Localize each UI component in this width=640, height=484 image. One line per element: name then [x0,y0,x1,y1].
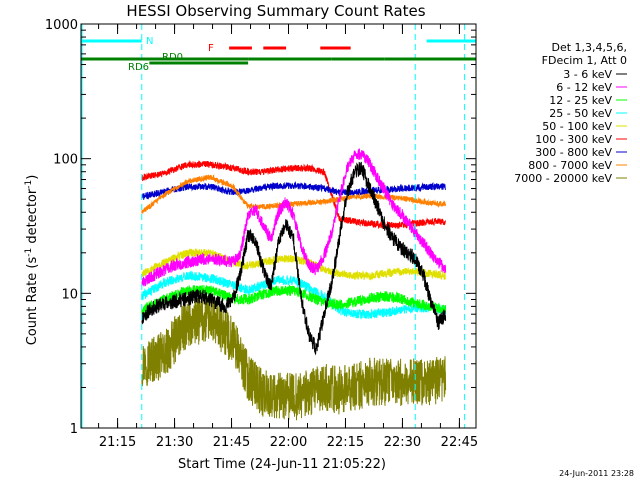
svg-text:Count Rate (s-1 detector-1): Count Rate (s-1 detector-1) [24,175,40,346]
night-label: N [146,36,153,47]
x-tick-label: 21:45 [213,435,250,450]
legend-label-0: 3 - 6 keV [563,68,612,81]
indicator-layer: N F RD0 RD6 [81,24,476,428]
y-tick-label: 1 [70,422,78,437]
legend-label-6: 300 - 800 keV [535,146,612,159]
legend-label-3: 25 - 50 keV [549,107,612,120]
ylabel-end: ) [25,175,40,180]
x-tick-label: 21:15 [99,435,136,450]
series-line-6 [141,181,447,200]
x-tick-label: 22:45 [441,435,478,450]
legend-label-7: 800 - 7000 keV [528,159,612,172]
ylabel-sup1: -1 [24,248,34,257]
x-axis-label: Start Time (24-Jun-11 21:05:22) [178,457,386,472]
legend-header-2: FDecim 1, Att 0 [542,54,627,67]
legend-label-2: 12 - 25 keV [549,94,612,107]
series-layer [141,148,447,421]
timestamp: 24-Jun-2011 23:28 [559,469,634,478]
legend-label-1: 6 - 12 keV [556,81,612,94]
y-tick-label: 100 [53,153,78,168]
series-line-7 [141,174,447,214]
y-tick-label: 1000 [45,18,78,33]
legend-label-8: 7000 - 20000 keV [514,172,612,185]
ylabel-mid: detector [25,188,40,248]
legend: Det 1,3,4,5,6, FDecim 1, Att 0 3 - 6 keV… [514,41,627,185]
x-tick-label: 22:15 [327,435,364,450]
axes-layer: 1 10 100 1000 21:15 21:30 21:45 22:00 22:15 22:30… [45,18,478,450]
series-line-0 [141,161,447,356]
x-tick-label: 21:30 [156,435,193,450]
ylabel-main: Count Rate (s [25,257,40,346]
x-tick-label: 22:00 [270,435,307,450]
series-line-4 [141,247,447,281]
flare-label: F [208,43,214,54]
series-line-5 [141,159,447,230]
legend-label-5: 100 - 300 keV [535,133,612,146]
rd0-label: RD0 [162,52,183,63]
ylabel-sup2: -1 [24,180,34,189]
y-tick-label: 10 [61,287,78,302]
x-tick-label: 22:30 [384,435,421,450]
legend-label-4: 50 - 100 keV [542,120,612,133]
series-line-1 [141,148,447,287]
series-line-3 [141,270,447,321]
y-axis-label: Count Rate (s-1 detector-1) [24,175,40,346]
series-line-8 [141,296,447,421]
rd6-label: RD6 [128,62,149,73]
chart-title: HESSI Observing Summary Count Rates [126,2,425,20]
legend-header-1: Det 1,3,4,5,6, [551,41,627,54]
plot-frame [80,23,477,429]
